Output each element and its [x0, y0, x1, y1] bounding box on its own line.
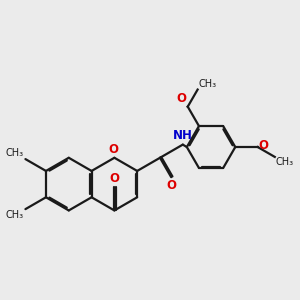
Text: O: O — [108, 143, 118, 156]
Text: CH₃: CH₃ — [199, 79, 217, 89]
Text: O: O — [110, 172, 119, 185]
Text: O: O — [259, 140, 269, 152]
Text: O: O — [166, 179, 176, 192]
Text: CH₃: CH₃ — [6, 148, 24, 158]
Text: O: O — [176, 92, 186, 105]
Text: CH₃: CH₃ — [6, 210, 24, 220]
Text: CH₃: CH₃ — [276, 158, 294, 167]
Text: NH: NH — [173, 130, 193, 142]
